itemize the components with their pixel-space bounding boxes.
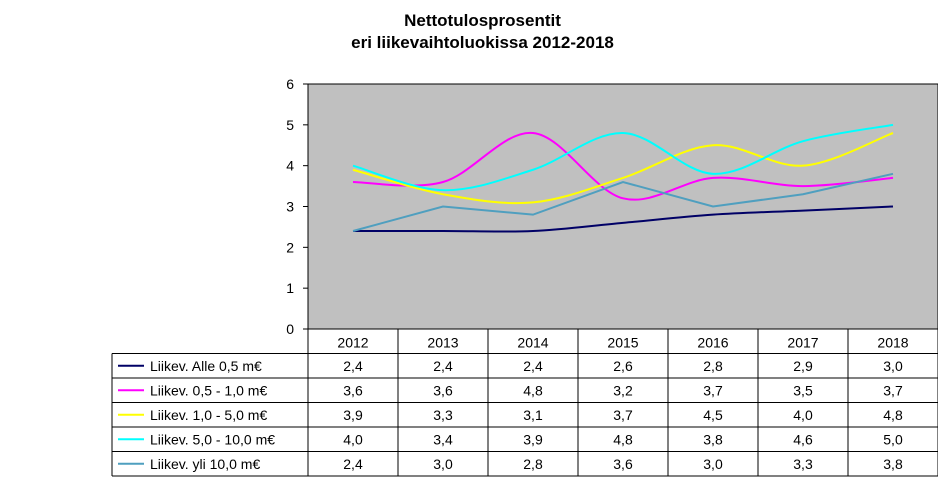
data-label: 4,0 bbox=[343, 431, 363, 447]
series-line-1 bbox=[353, 205, 894, 233]
data-label: 2,4 bbox=[433, 358, 453, 374]
legend-label-4: Liikev. 5,0 - 10,0 m€ bbox=[150, 431, 275, 447]
x-tick-label: 2016 bbox=[697, 335, 728, 351]
data-label: 3,0 bbox=[703, 456, 723, 472]
data-label: 3,7 bbox=[883, 382, 903, 398]
legend-label-1: Liikev. Alle 0,5 m€ bbox=[150, 358, 262, 374]
data-label: 3,9 bbox=[343, 407, 363, 423]
data-label: 3,8 bbox=[703, 431, 723, 447]
plot-area bbox=[307, 83, 938, 330]
data-label: 2,4 bbox=[343, 358, 363, 374]
data-label: 3,6 bbox=[613, 456, 633, 472]
x-tick-label: 2018 bbox=[877, 335, 908, 351]
data-label: 3,9 bbox=[523, 431, 543, 447]
series-line-4 bbox=[352, 123, 894, 192]
y-tick-label: 4 bbox=[286, 158, 294, 174]
x-tick-label: 2012 bbox=[337, 335, 368, 351]
y-tick-label: 3 bbox=[286, 199, 294, 215]
data-label: 3,6 bbox=[343, 382, 363, 398]
data-label: 4,8 bbox=[613, 431, 633, 447]
data-label: 4,5 bbox=[703, 407, 723, 423]
data-label: 2,8 bbox=[523, 456, 543, 472]
data-label: 2,4 bbox=[343, 456, 363, 472]
data-label: 2,4 bbox=[523, 358, 543, 374]
data-label: 3,8 bbox=[883, 456, 903, 472]
y-tick-label: 5 bbox=[286, 117, 294, 133]
data-label: 3,2 bbox=[613, 382, 633, 398]
data-label: 3,3 bbox=[793, 456, 813, 472]
y-tick-label: 0 bbox=[286, 321, 294, 337]
data-label: 2,9 bbox=[793, 358, 813, 374]
legend-label-2: Liikev. 0,5 - 1,0 m€ bbox=[150, 382, 267, 398]
x-tick-label: 2015 bbox=[607, 335, 638, 351]
series-lines-group bbox=[352, 123, 894, 233]
series-line-5 bbox=[352, 172, 894, 232]
data-label: 3,6 bbox=[433, 382, 453, 398]
chart-title-line1: Nettotulosprosentit bbox=[404, 11, 561, 30]
chart-title: Nettotulosprosentit eri liikevaihtoluoki… bbox=[0, 10, 938, 54]
data-label: 5,0 bbox=[883, 431, 903, 447]
data-label: 4,8 bbox=[523, 382, 543, 398]
legend-label-3: Liikev. 1,0 - 5,0 m€ bbox=[150, 407, 267, 423]
y-tick-label: 6 bbox=[286, 76, 294, 92]
data-table: 2012 2013 2014 2015 2016 2017 2018 Liikev. Alle… bbox=[111, 329, 938, 477]
data-label: 3,0 bbox=[433, 456, 453, 472]
x-tick-label: 2014 bbox=[517, 335, 548, 351]
data-label: 3,0 bbox=[883, 358, 903, 374]
data-label: 4,6 bbox=[793, 431, 813, 447]
data-label: 2,8 bbox=[703, 358, 723, 374]
data-label: 4,8 bbox=[883, 407, 903, 423]
y-tick-label: 2 bbox=[286, 239, 294, 255]
series-line-3 bbox=[352, 132, 894, 205]
data-label: 3,1 bbox=[523, 407, 543, 423]
y-tick-label: 1 bbox=[286, 280, 294, 296]
series-line-2 bbox=[352, 131, 894, 201]
data-label: 3,7 bbox=[703, 382, 723, 398]
plot-area-group: 0 1 2 3 4 5 6 bbox=[286, 76, 938, 337]
x-tick-label: 2017 bbox=[787, 335, 818, 351]
legend-label-5: Liikev. yli 10,0 m€ bbox=[150, 456, 260, 472]
data-label: 3,3 bbox=[433, 407, 453, 423]
x-tick-label: 2013 bbox=[427, 335, 458, 351]
data-label: 4,0 bbox=[793, 407, 813, 423]
data-label: 3,7 bbox=[613, 407, 633, 423]
chart-title-line2: eri liikevaihtoluokissa 2012-2018 bbox=[351, 33, 614, 52]
data-label: 3,4 bbox=[433, 431, 453, 447]
data-label: 2,6 bbox=[613, 358, 633, 374]
data-label: 3,5 bbox=[793, 382, 813, 398]
